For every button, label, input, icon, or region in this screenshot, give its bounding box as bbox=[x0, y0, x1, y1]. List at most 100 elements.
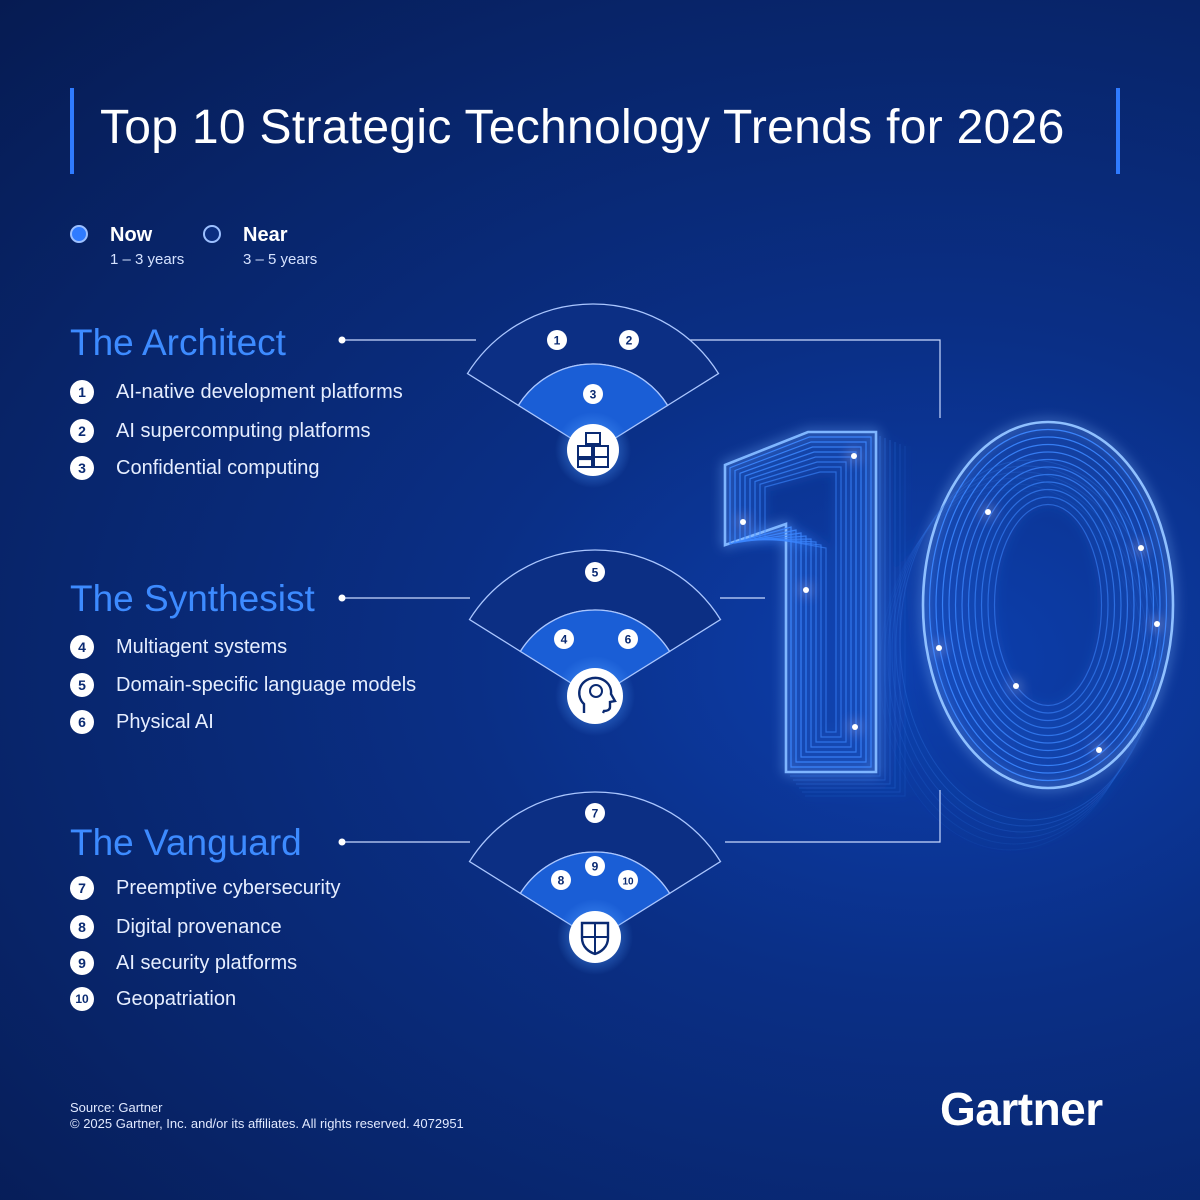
digit-zero-ring bbox=[993, 503, 1103, 707]
fan-marker-badge bbox=[551, 870, 571, 890]
digit-one-depth-line bbox=[799, 442, 896, 789]
connector-dot-architect bbox=[338, 336, 346, 344]
trend-label: AI security platforms bbox=[116, 952, 298, 974]
trend-number-badge: 10 bbox=[70, 987, 94, 1011]
group-title-vanguard: The Vanguard bbox=[70, 822, 302, 863]
digit-one-line bbox=[739, 446, 862, 758]
legend-now-sub: 1 – 3 years bbox=[110, 251, 185, 268]
digit-zero-ring bbox=[921, 420, 1175, 790]
digit-dots bbox=[740, 453, 1160, 753]
title-accent-bar-left bbox=[70, 88, 74, 174]
fan-marker-badge bbox=[619, 330, 639, 350]
trend-number-badge: 6 bbox=[70, 710, 94, 734]
digit-one-line bbox=[759, 466, 842, 738]
legend-near-dot-icon bbox=[203, 225, 221, 243]
digit-one-line bbox=[764, 471, 837, 733]
fan-marker-badge bbox=[618, 870, 638, 890]
shield-icon bbox=[557, 899, 633, 975]
digit-zero-ring bbox=[967, 473, 1129, 737]
trend-number-badge: 9 bbox=[70, 951, 94, 975]
fan-marker-badge bbox=[618, 629, 638, 649]
digit-zero-depth-ring bbox=[891, 471, 1153, 833]
legend-now-dot-icon bbox=[70, 225, 88, 243]
trend-label: AI supercomputing platforms bbox=[116, 420, 371, 442]
big-ten-graphic bbox=[723, 420, 1175, 851]
trend-label: Physical AI bbox=[116, 711, 214, 733]
fan-marker-badge bbox=[585, 562, 605, 582]
page-title: Top 10 Strategic Technology Trends for 2… bbox=[100, 101, 1065, 154]
fan-marker-number: 8 bbox=[558, 874, 565, 888]
legend-near-label: Near bbox=[243, 224, 288, 246]
digit-zero-ring bbox=[961, 466, 1135, 744]
digit-sparkle-dot bbox=[803, 587, 809, 593]
fan-marker-number: 7 bbox=[592, 807, 599, 821]
legend-now-label: Now bbox=[110, 224, 153, 246]
trend-number-badge: 5 bbox=[70, 673, 94, 697]
trend-number-badge: 4 bbox=[70, 635, 94, 659]
digit-zero-ring bbox=[980, 488, 1116, 722]
digit-sparkle-dot bbox=[1096, 747, 1102, 753]
trend-label: Preemptive cybersecurity bbox=[116, 877, 341, 899]
gartner-logo: Gartner bbox=[940, 1083, 1103, 1135]
brain-head-icon bbox=[555, 656, 635, 736]
digit-sparkle-dot bbox=[852, 724, 858, 730]
trend-label: Confidential computing bbox=[116, 457, 320, 479]
digit-sparkle-dot bbox=[936, 645, 942, 651]
fan-marker-number: 1 bbox=[554, 334, 561, 348]
digit-zero-depth-ring bbox=[895, 465, 1157, 827]
digit-sparkle-dot bbox=[740, 519, 746, 525]
legend-near-sub: 3 – 5 years bbox=[243, 251, 318, 268]
digit-zero-depth-ring bbox=[879, 489, 1141, 851]
fan-marker-number: 3 bbox=[590, 388, 597, 402]
fan-marker-number: 2 bbox=[626, 334, 633, 348]
cubes-icon bbox=[555, 412, 631, 488]
digit-one-depth-line bbox=[802, 444, 901, 793]
fan-marker-badge bbox=[585, 856, 605, 876]
trend-number-badge: 1 bbox=[70, 380, 94, 404]
fan-marker-badge bbox=[585, 803, 605, 823]
digit-sparkle-dot bbox=[985, 509, 991, 515]
fan-marker-number: 4 bbox=[561, 633, 568, 647]
digit-one-outline bbox=[723, 430, 906, 797]
digit-sparkle-dot bbox=[1013, 683, 1019, 689]
trend-label: Multiagent systems bbox=[116, 636, 288, 658]
digit-zero-ring bbox=[941, 443, 1155, 767]
digit-zero-depth-ring bbox=[887, 477, 1149, 839]
fan-inner-ring-now bbox=[517, 363, 669, 453]
digit-one-depth-line bbox=[805, 446, 906, 797]
group-title-synthesist: The Synthesist bbox=[70, 578, 315, 619]
digit-one-depth-line bbox=[796, 440, 891, 785]
fan-marker-number: 5 bbox=[592, 566, 599, 580]
digit-zero-depth-ring bbox=[899, 459, 1161, 821]
connector-lines bbox=[342, 339, 941, 843]
digit-one-line bbox=[754, 461, 847, 743]
fan-marker-number: 6 bbox=[625, 633, 632, 647]
digit-zero-ring bbox=[954, 458, 1142, 752]
trend-label: Geopatriation bbox=[116, 988, 237, 1010]
connector-architect-right bbox=[690, 339, 941, 418]
digit-zero-depth-ring bbox=[883, 483, 1145, 845]
source-note: Source: Gartner © 2025 Gartner, Inc. and… bbox=[70, 1100, 464, 1132]
digit-zero-outline bbox=[879, 420, 1175, 851]
digit-zero-ring bbox=[935, 436, 1161, 774]
trend-number-badge: 7 bbox=[70, 876, 94, 900]
fan-architect bbox=[466, 303, 720, 453]
trend-label: Digital provenance bbox=[116, 916, 282, 938]
digit-zero-ring bbox=[928, 428, 1168, 782]
connector-dot-vanguard bbox=[338, 838, 346, 846]
digit-one-depth-line bbox=[790, 436, 881, 777]
copyright-line: © 2025 Gartner, Inc. and/or its affiliat… bbox=[70, 1116, 464, 1131]
connector-vanguard-right bbox=[725, 790, 941, 843]
fan-markers: 1 2 3 5 4 6 7 8 9 10 bbox=[547, 330, 639, 890]
trend-number-badge: 8 bbox=[70, 915, 94, 939]
digit-sparkle-dot bbox=[1138, 545, 1144, 551]
fan-marker-number: 9 bbox=[592, 860, 599, 874]
trend-label: Domain-specific language models bbox=[116, 674, 417, 696]
title-accent-bar-right bbox=[1116, 88, 1120, 174]
fan-marker-badge bbox=[583, 384, 603, 404]
trend-number-badge: 2 bbox=[70, 419, 94, 443]
digit-zero-ring bbox=[974, 481, 1122, 729]
digit-zero-ring bbox=[987, 496, 1109, 714]
digit-sparkle-dot bbox=[1154, 621, 1160, 627]
